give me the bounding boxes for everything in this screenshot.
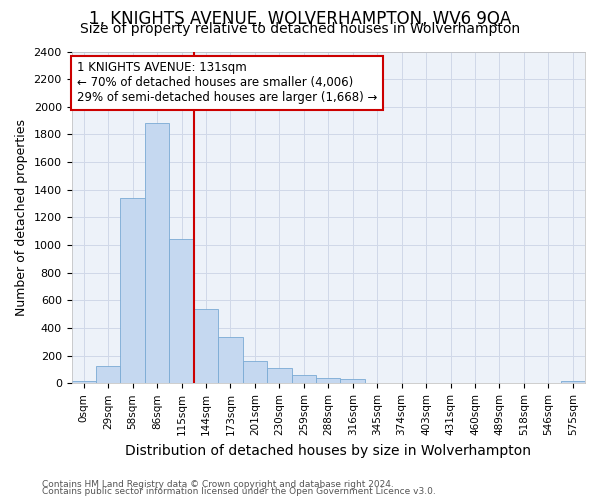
Bar [242,360,267,384]
Bar [218,337,242,384]
Bar [560,381,585,384]
Bar [121,198,145,384]
Bar [71,381,96,384]
Bar [340,380,365,384]
Y-axis label: Number of detached properties: Number of detached properties [15,119,28,316]
Text: Contains public sector information licensed under the Open Government Licence v3: Contains public sector information licen… [42,488,436,496]
Text: 1 KNIGHTS AVENUE: 131sqm
← 70% of detached houses are smaller (4,006)
29% of sem: 1 KNIGHTS AVENUE: 131sqm ← 70% of detach… [77,62,377,104]
Bar [194,308,218,384]
Text: 1, KNIGHTS AVENUE, WOLVERHAMPTON, WV6 9QA: 1, KNIGHTS AVENUE, WOLVERHAMPTON, WV6 9Q… [89,10,511,28]
Text: Contains HM Land Registry data © Crown copyright and database right 2024.: Contains HM Land Registry data © Crown c… [42,480,394,489]
Bar [292,375,316,384]
Text: Size of property relative to detached houses in Wolverhampton: Size of property relative to detached ho… [80,22,520,36]
Bar [316,378,340,384]
Bar [267,368,292,384]
Bar [96,366,121,384]
Bar [169,239,194,384]
Bar [145,124,169,384]
X-axis label: Distribution of detached houses by size in Wolverhampton: Distribution of detached houses by size … [125,444,531,458]
